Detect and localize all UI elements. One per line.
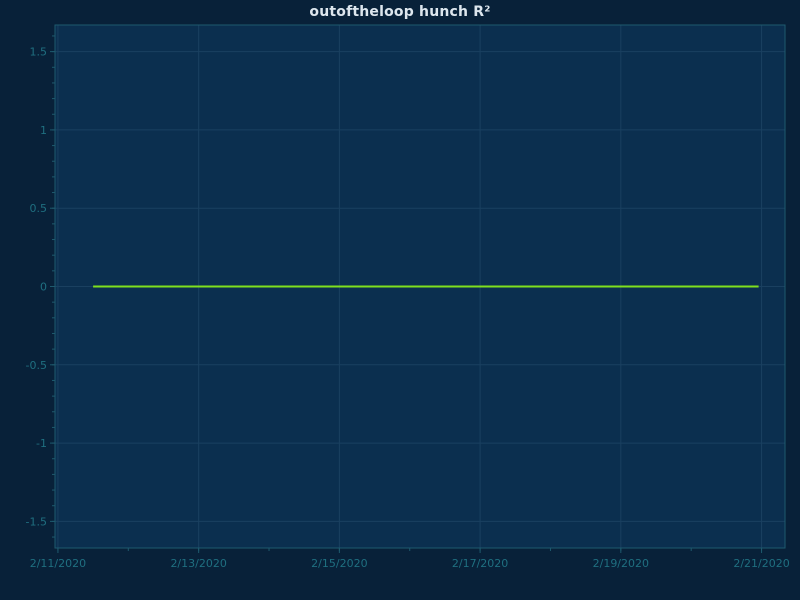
x-tick-label: 2/21/2020 [733, 557, 789, 570]
y-tick-label: 0.5 [30, 202, 48, 215]
axes [50, 24, 786, 553]
y-tick-label: 0 [40, 281, 47, 294]
x-tick-label: 2/19/2020 [593, 557, 649, 570]
y-tick-label: -0.5 [26, 359, 47, 372]
y-tick-label: -1.5 [26, 515, 47, 528]
y-tick-label: -1 [36, 437, 47, 450]
x-tick-label: 2/13/2020 [170, 557, 226, 570]
tick-labels: 2/11/2020 2/13/2020 2/15/2020 2/17/2020 2/19… [26, 46, 790, 570]
y-tick-label: 1 [40, 124, 47, 137]
plot-border [54, 24, 786, 549]
y-tick-label: 1.5 [30, 46, 48, 59]
x-tick-label: 2/11/2020 [30, 557, 86, 570]
x-tick-label: 2/17/2020 [452, 557, 508, 570]
chart-title: outoftheloop hunch R² [309, 4, 491, 20]
x-tick-label: 2/15/2020 [311, 557, 367, 570]
